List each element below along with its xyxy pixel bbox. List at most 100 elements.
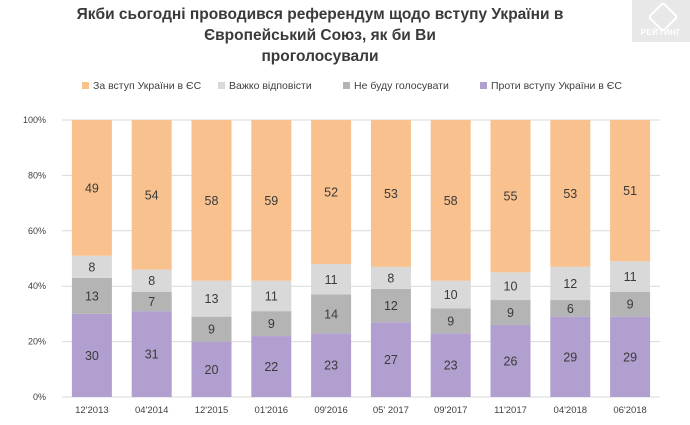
data-label: 59 [264, 194, 278, 208]
bar-segment-difficult [550, 266, 591, 301]
y-tick-label: 100% [23, 115, 46, 125]
bar-segment-for [71, 120, 112, 256]
data-label: 23 [324, 359, 338, 373]
bar-segment-for [251, 120, 292, 281]
bar-segment-against [610, 316, 651, 397]
bar-segment-for [311, 120, 352, 265]
bar-segment-for [490, 120, 531, 273]
data-label: 22 [264, 360, 278, 374]
chart-title-line-2: проголосували [261, 48, 379, 65]
data-label: 53 [384, 187, 398, 201]
bar-segment-difficult [131, 269, 172, 292]
bar-segment-against [550, 316, 591, 397]
data-label: 6 [567, 302, 574, 316]
chart-title: Якби сьогодні проводився референдум щодо… [20, 4, 620, 67]
y-axis: 0% 20% 40% 60% 80% 100% [23, 115, 46, 402]
data-label: 8 [148, 274, 155, 288]
bar-segment-difficult [610, 261, 651, 292]
x-tick-label: 09'2016 [314, 405, 348, 416]
data-label: 9 [268, 317, 275, 331]
bar-segment-not_vote [610, 291, 651, 317]
bars: 30 13 8 49 31 7 8 54 20 9 13 58 22 9 11 59 23 14 11 52 27 12 8… [71, 120, 651, 397]
legend-swatch-not_vote [343, 82, 350, 89]
data-label: 58 [444, 194, 458, 208]
data-label: 9 [208, 323, 215, 337]
bar-segment-not_vote [71, 277, 112, 314]
bar-segment-difficult [311, 264, 352, 295]
bar-segment-against [370, 322, 411, 397]
data-label: 14 [324, 307, 338, 321]
bar-segment-difficult [370, 266, 411, 289]
bar-segment-difficult [71, 255, 112, 278]
legend-label-not_vote: Не буду голосувати [354, 80, 449, 92]
bar-segment-against [430, 333, 471, 397]
bar-segment-not_vote [311, 294, 352, 334]
legend-label-against: Проти вступу України в ЄС [491, 80, 622, 92]
bar-segment-not_vote [251, 311, 292, 337]
data-label: 29 [623, 350, 637, 364]
bar-segment-not_vote [490, 300, 531, 325]
bar-segment-not_vote [191, 316, 232, 342]
data-label: 8 [387, 271, 394, 285]
data-label: 58 [205, 194, 219, 208]
bar-segment-for [550, 120, 591, 267]
legend-swatch-for [82, 82, 89, 89]
data-label: 26 [504, 354, 518, 368]
data-label: 20 [205, 363, 219, 377]
bar-segment-against [490, 324, 531, 397]
data-label: 55 [504, 190, 518, 204]
data-label: 8 [88, 260, 95, 274]
legend-swatch-difficult [218, 82, 225, 89]
bar-segment-for [370, 120, 411, 267]
bar-segment-for [430, 120, 471, 281]
data-label: 12 [563, 277, 577, 291]
data-label: 9 [507, 306, 514, 320]
y-tick-label: 40% [28, 281, 46, 291]
legend: За вступ України в ЄС Важко відповісти Не … [82, 80, 622, 92]
data-label: 12 [384, 299, 398, 313]
data-label: 9 [447, 314, 454, 328]
data-label: 53 [563, 187, 577, 201]
y-tick-label: 20% [28, 337, 46, 347]
data-label: 7 [148, 295, 155, 309]
legend-label-for: За вступ України в ЄС [93, 80, 202, 92]
bar-segment-difficult [430, 280, 471, 309]
bar-segment-difficult [490, 272, 531, 301]
bar-segment-for [131, 120, 172, 270]
bar-segment-against [71, 313, 112, 397]
data-label: 11 [624, 270, 637, 284]
data-label: 54 [145, 188, 159, 202]
data-label: 13 [205, 292, 219, 306]
x-tick-label: 04'2018 [554, 405, 588, 416]
bar-segment-not_vote [430, 308, 471, 334]
data-label: 10 [504, 280, 518, 294]
y-tick-label: 0% [33, 392, 46, 402]
data-label: 31 [145, 348, 159, 362]
y-tick-label: 80% [28, 170, 46, 180]
x-tick-label: 05' 2017 [373, 405, 409, 416]
rating-logo-text: РЕЙТИНГ [640, 28, 682, 37]
x-tick-label: 12'2013 [75, 405, 109, 416]
data-label: 52 [324, 186, 338, 200]
data-label: 29 [563, 350, 577, 364]
bar-segment-for [191, 120, 232, 281]
bar-segment-against [251, 336, 292, 397]
data-label: 30 [85, 349, 99, 363]
bar-segment-not_vote [550, 300, 591, 317]
data-label: 23 [444, 359, 458, 373]
data-label: 11 [265, 289, 278, 303]
rating-logo: РЕЙТИНГ [632, 0, 690, 42]
bar-segment-not_vote [370, 288, 411, 323]
bar-segment-against [311, 333, 352, 397]
bar-segment-difficult [251, 280, 292, 312]
bar-segment-against [131, 311, 172, 397]
bar-segment-not_vote [131, 291, 172, 312]
x-tick-label: 12'2015 [195, 405, 229, 416]
data-label: 11 [325, 273, 338, 287]
bar-segment-against [191, 341, 232, 397]
x-tick-label: 09'2017 [434, 405, 468, 416]
data-label: 9 [627, 298, 634, 312]
y-tick-label: 60% [28, 226, 46, 236]
bar-segment-difficult [191, 280, 232, 317]
